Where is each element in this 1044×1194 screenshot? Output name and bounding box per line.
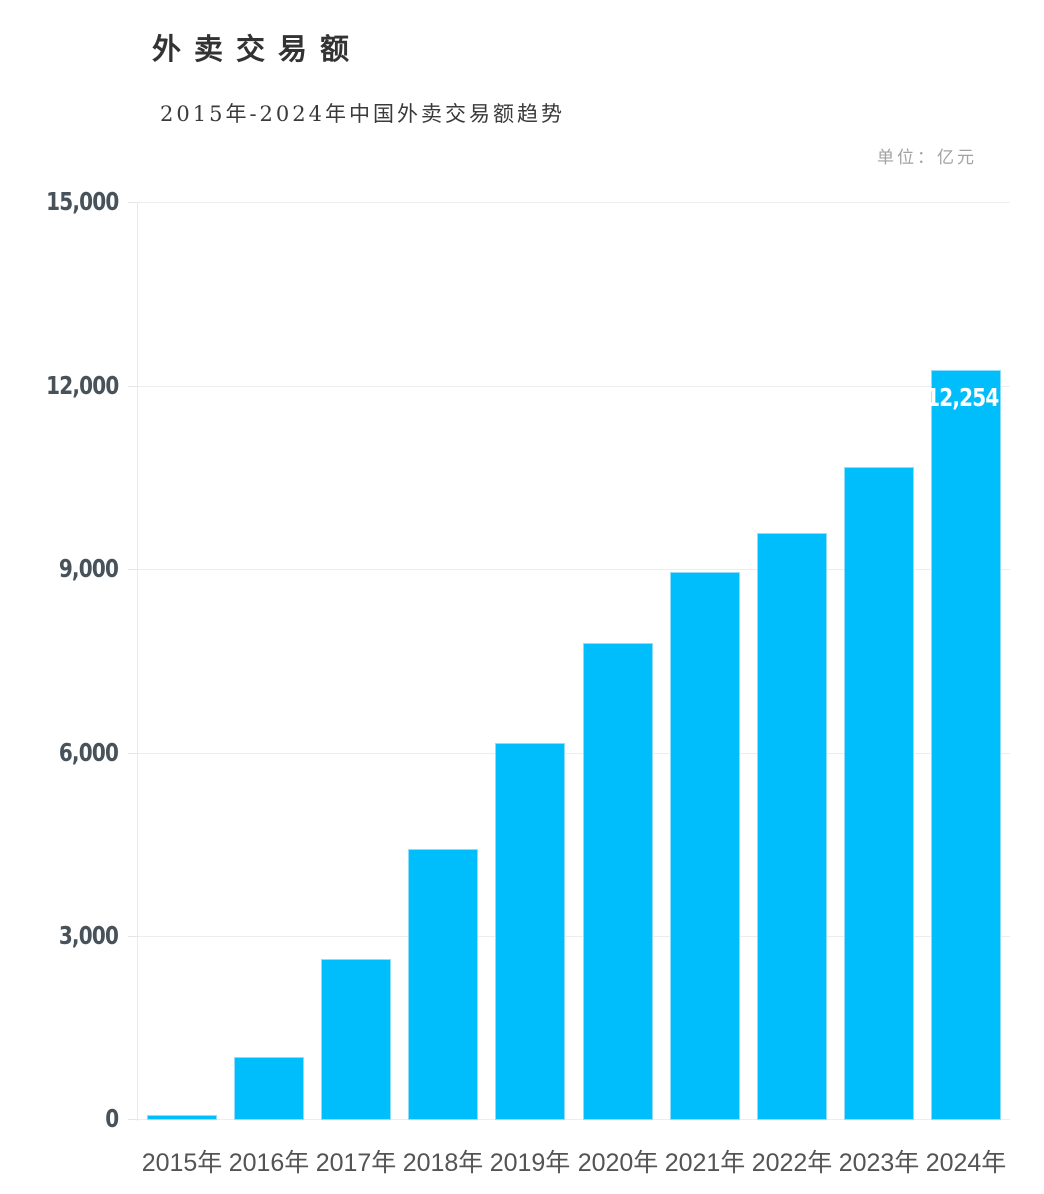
bar-value-label-2024: 12,254: [925, 383, 999, 412]
y-axis-label-9000: 9,000: [58, 554, 119, 583]
units-label: 单位：亿元: [877, 148, 977, 168]
page-title: 外卖交易额: [152, 34, 363, 66]
y-axis-tick-6000: [128, 753, 138, 754]
x-axis-label-2024: 2024年: [925, 1149, 1007, 1177]
x-axis-label-2015: 2015年: [141, 1149, 223, 1177]
bar-2024: 12,254: [926, 370, 1001, 1120]
gridline-15000: [138, 202, 1010, 203]
plot-area: 0 3,000 6,000 9,000 12,000 15,000 2015年 2016年 20…: [46, 187, 1010, 1177]
bar-2016: [234, 1057, 304, 1120]
bar-2015: [147, 1115, 217, 1120]
x-axis-label-2016: 2016年: [228, 1149, 310, 1177]
y-axis-label-3000: 3,000: [58, 921, 119, 950]
y-axis-line: [137, 202, 138, 1121]
gridline-9000: [138, 569, 1010, 570]
bar-2023: [844, 467, 914, 1120]
chart-subtitle: 2015年-2024年中国外卖交易额趋势: [160, 102, 565, 126]
gridline-12000: [138, 386, 1010, 387]
x-axis-label-2019: 2019年: [489, 1149, 571, 1177]
bar-2022: [757, 533, 827, 1120]
y-axis-tick-0: [128, 1119, 138, 1120]
x-axis-label-2023: 2023年: [838, 1149, 920, 1177]
y-axis-tick-9000: [128, 569, 138, 570]
x-axis-label-2022: 2022年: [751, 1149, 833, 1177]
gridline-6000: [138, 753, 1010, 754]
y-axis-tick-12000: [128, 386, 138, 387]
bar-2017: [321, 959, 391, 1120]
x-axis-label-2018: 2018年: [402, 1149, 484, 1177]
y-axis-label-6000: 6,000: [58, 738, 119, 767]
x-axis-label-2021: 2021年: [664, 1149, 746, 1177]
gridline-0: [138, 1119, 1010, 1120]
bar-2019: [495, 743, 565, 1120]
bar-2021: [670, 572, 740, 1120]
x-axis-label-2020: 2020年: [577, 1149, 659, 1177]
y-axis-label-0: 0: [104, 1104, 119, 1133]
y-axis-tick-15000: [128, 202, 138, 203]
bar-2018: [408, 849, 478, 1120]
y-axis-tick-3000: [128, 936, 138, 937]
bar-2020: [583, 643, 653, 1120]
gridline-3000: [138, 936, 1010, 937]
y-axis-label-15000: 15,000: [45, 187, 119, 216]
x-axis-label-2017: 2017年: [315, 1149, 397, 1177]
y-axis-label-12000: 12,000: [45, 371, 119, 400]
